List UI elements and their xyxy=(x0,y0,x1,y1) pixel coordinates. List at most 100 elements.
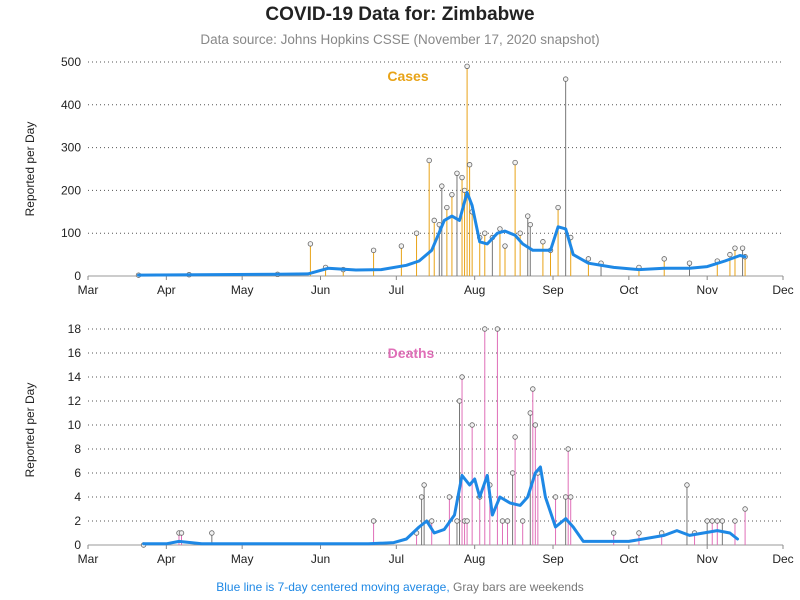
cases-x-tick-label: May xyxy=(231,283,254,297)
deaths-daily-point xyxy=(565,446,571,452)
cases-daily-point xyxy=(413,230,420,236)
deaths-x-tick-label: Jul xyxy=(389,552,404,566)
deaths-panel-label: Deaths xyxy=(388,345,435,361)
deaths-y-tick-label: 18 xyxy=(68,322,82,336)
chart-subtitle: Data source: Johns Hopkins CSSE (Novembe… xyxy=(200,32,600,47)
deaths-daily-point xyxy=(494,326,501,332)
deaths-daily-point xyxy=(709,518,715,524)
deaths-daily-point xyxy=(429,518,435,524)
deaths-daily-point xyxy=(704,518,710,524)
cases-daily-point xyxy=(727,251,733,258)
cases-daily-point xyxy=(454,170,460,176)
deaths-daily-point xyxy=(499,518,506,524)
cases-daily-point xyxy=(585,256,592,262)
deaths-daily-point xyxy=(178,530,185,536)
deaths-daily-point xyxy=(209,530,215,536)
chart-title: COVID-19 Data for: Zimbabwe xyxy=(265,4,535,25)
moving-average-note: Blue line is 7-day centered moving avera… xyxy=(216,580,450,594)
deaths-daily-point xyxy=(610,530,617,536)
cases-daily-point xyxy=(439,183,445,189)
cases-daily-point xyxy=(466,162,473,168)
cases-x-tick-label: Apr xyxy=(157,283,176,297)
cases-daily-point xyxy=(739,245,746,251)
cases-x-tick-label: Mar xyxy=(78,283,99,297)
cases-daily-point xyxy=(661,256,667,262)
cases-x-tick-label: Sep xyxy=(542,283,564,297)
cases-daily-point xyxy=(482,230,488,236)
cases-daily-point xyxy=(464,63,470,69)
deaths-daily-point xyxy=(456,398,463,404)
deaths-daily-point xyxy=(482,326,488,332)
deaths-daily-point xyxy=(370,518,377,524)
deaths-daily-point xyxy=(464,518,470,524)
deaths-x-tick-label: May xyxy=(231,552,254,566)
cases-daily-point xyxy=(555,204,561,211)
deaths-daily-point xyxy=(504,518,511,524)
deaths-daily-point xyxy=(684,482,690,488)
weekend-note: Gray bars are weekends xyxy=(453,580,584,594)
cases-daily-point xyxy=(444,204,450,211)
cases-x-tick-label: Nov xyxy=(697,283,718,297)
cases-y-tick-label: 300 xyxy=(61,141,81,155)
deaths-daily-point xyxy=(742,506,748,512)
deaths-y-tick-label: 4 xyxy=(74,490,81,504)
cases-daily-point xyxy=(732,245,738,251)
deaths-daily-point xyxy=(552,494,559,500)
deaths-daily-point xyxy=(530,386,536,392)
deaths-x-tick-label: Oct xyxy=(620,552,639,566)
cases-x-tick-label: Jun xyxy=(311,283,330,297)
deaths-daily-point xyxy=(421,482,427,488)
cases-daily-point xyxy=(426,157,432,164)
cases-x-tick-label: Jul xyxy=(389,283,404,297)
deaths-daily-point xyxy=(719,518,726,524)
deaths-daily-point xyxy=(454,518,460,524)
deaths-daily-point xyxy=(519,518,526,524)
deaths-daily-point xyxy=(459,374,465,380)
deaths-y-tick-label: 10 xyxy=(68,418,82,432)
deaths-moving-average-line xyxy=(142,465,739,546)
footnote: Blue line is 7-day centered moving avera… xyxy=(0,580,800,594)
deaths-x-tick-label: Jun xyxy=(311,552,330,566)
cases-daily-point xyxy=(525,213,531,219)
deaths-y-tick-label: 2 xyxy=(74,514,81,528)
deaths-daily-point xyxy=(532,422,539,428)
cases-daily-point xyxy=(502,243,508,249)
cases-y-tick-label: 500 xyxy=(61,55,81,69)
deaths-y-tick-label: 6 xyxy=(74,466,81,480)
deaths-daily-point xyxy=(446,494,453,500)
deaths-x-tick-label: Sep xyxy=(542,552,564,566)
cases-y-tick-label: 100 xyxy=(61,226,81,240)
deaths-x-tick-label: Apr xyxy=(157,552,176,566)
cases-x-tick-label: Oct xyxy=(620,283,639,297)
deaths-y-tick-label: 0 xyxy=(74,538,81,552)
cases-y-tick-label: 400 xyxy=(61,98,81,112)
deaths-daily-point xyxy=(512,434,518,440)
deaths-y-tick-label: 14 xyxy=(68,370,82,384)
deaths-y-tick-label: 8 xyxy=(74,442,81,456)
cases-daily-point xyxy=(512,159,518,166)
deaths-daily-point xyxy=(562,494,569,500)
deaths-daily-point xyxy=(469,422,475,428)
cases-daily-point xyxy=(540,239,546,245)
cases-daily-point xyxy=(686,260,693,266)
cases-panel-label: Cases xyxy=(387,68,428,84)
deaths-daily-point xyxy=(418,494,425,500)
cases-daily-point xyxy=(431,217,437,224)
cases-daily-point xyxy=(517,230,523,236)
cases-daily-point xyxy=(449,191,455,198)
deaths-daily-point xyxy=(527,410,533,416)
deaths-daily-point xyxy=(636,530,642,536)
cases-moving-average-line xyxy=(137,191,747,277)
deaths-y-tick-label: 12 xyxy=(68,394,82,408)
deaths-daily-point xyxy=(714,518,720,524)
cases-x-tick-label: Dec xyxy=(772,283,793,297)
deaths-daily-point xyxy=(732,518,738,524)
cases-daily-point xyxy=(527,221,533,228)
cases-x-tick-label: Aug xyxy=(464,283,485,297)
cases-daily-point xyxy=(459,174,465,181)
cases-y-tick-label: 0 xyxy=(74,269,81,283)
deaths-x-tick-label: Nov xyxy=(697,552,718,566)
deaths-x-tick-label: Aug xyxy=(464,552,485,566)
deaths-x-tick-label: Dec xyxy=(772,552,793,566)
